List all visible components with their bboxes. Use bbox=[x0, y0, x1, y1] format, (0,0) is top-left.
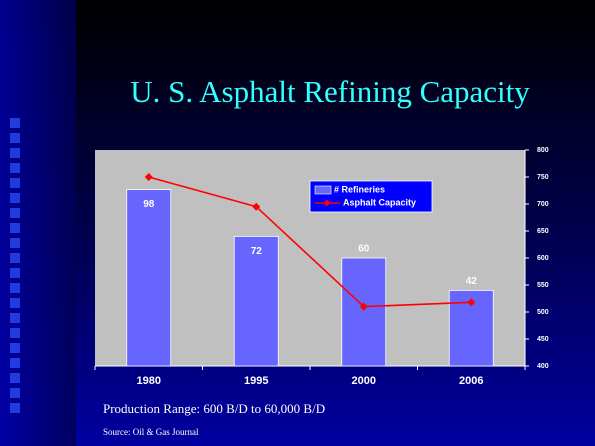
y2-tick-label: 450 bbox=[537, 336, 549, 343]
x-tick-label: 2006 bbox=[459, 375, 483, 387]
title: U. S. Asphalt Refining Capacity bbox=[130, 74, 530, 109]
y2-tick-label: 800 bbox=[537, 147, 549, 154]
bar-value-label: 72 bbox=[251, 246, 263, 257]
legend-label: Asphalt Capacity bbox=[343, 197, 416, 207]
line bbox=[148, 176, 472, 308]
line-marker bbox=[359, 302, 368, 311]
y2-tick-label: 750 bbox=[537, 174, 549, 181]
y2-tick-label: 600 bbox=[537, 255, 549, 262]
legend-swatch bbox=[314, 185, 332, 195]
y2-tick-label: 650 bbox=[537, 228, 549, 235]
y2-tick-label: 500 bbox=[537, 309, 549, 316]
line-marker bbox=[467, 298, 476, 307]
bar-value-label: 60 bbox=[358, 244, 370, 255]
bar bbox=[233, 235, 279, 367]
side-squares bbox=[10, 118, 20, 413]
y2-tick-label: 550 bbox=[537, 282, 549, 289]
bar-value-label: 98 bbox=[143, 199, 155, 210]
y2-tick-label: 700 bbox=[537, 201, 549, 208]
bar-value-label: 42 bbox=[466, 276, 478, 287]
x-tick-label: 1980 bbox=[137, 375, 161, 387]
legend-label: # Refineries bbox=[334, 184, 385, 194]
bar bbox=[341, 257, 387, 367]
note: Production Range: 600 B/D to 60,000 B/D bbox=[103, 401, 325, 416]
x-tick-label: 1995 bbox=[244, 375, 268, 387]
chart: 400 450 500 550 600 650 700 750 800 1980 1995 2000 2… bbox=[94, 147, 549, 387]
x-tick-label: 2000 bbox=[352, 375, 376, 387]
line-marker bbox=[144, 173, 153, 181]
bar bbox=[126, 189, 172, 367]
y2-tick-label: 400 bbox=[537, 363, 549, 370]
line-marker bbox=[252, 202, 261, 211]
legend-marker bbox=[323, 199, 331, 207]
source: Source: Oil & Gas Journal bbox=[103, 427, 199, 437]
